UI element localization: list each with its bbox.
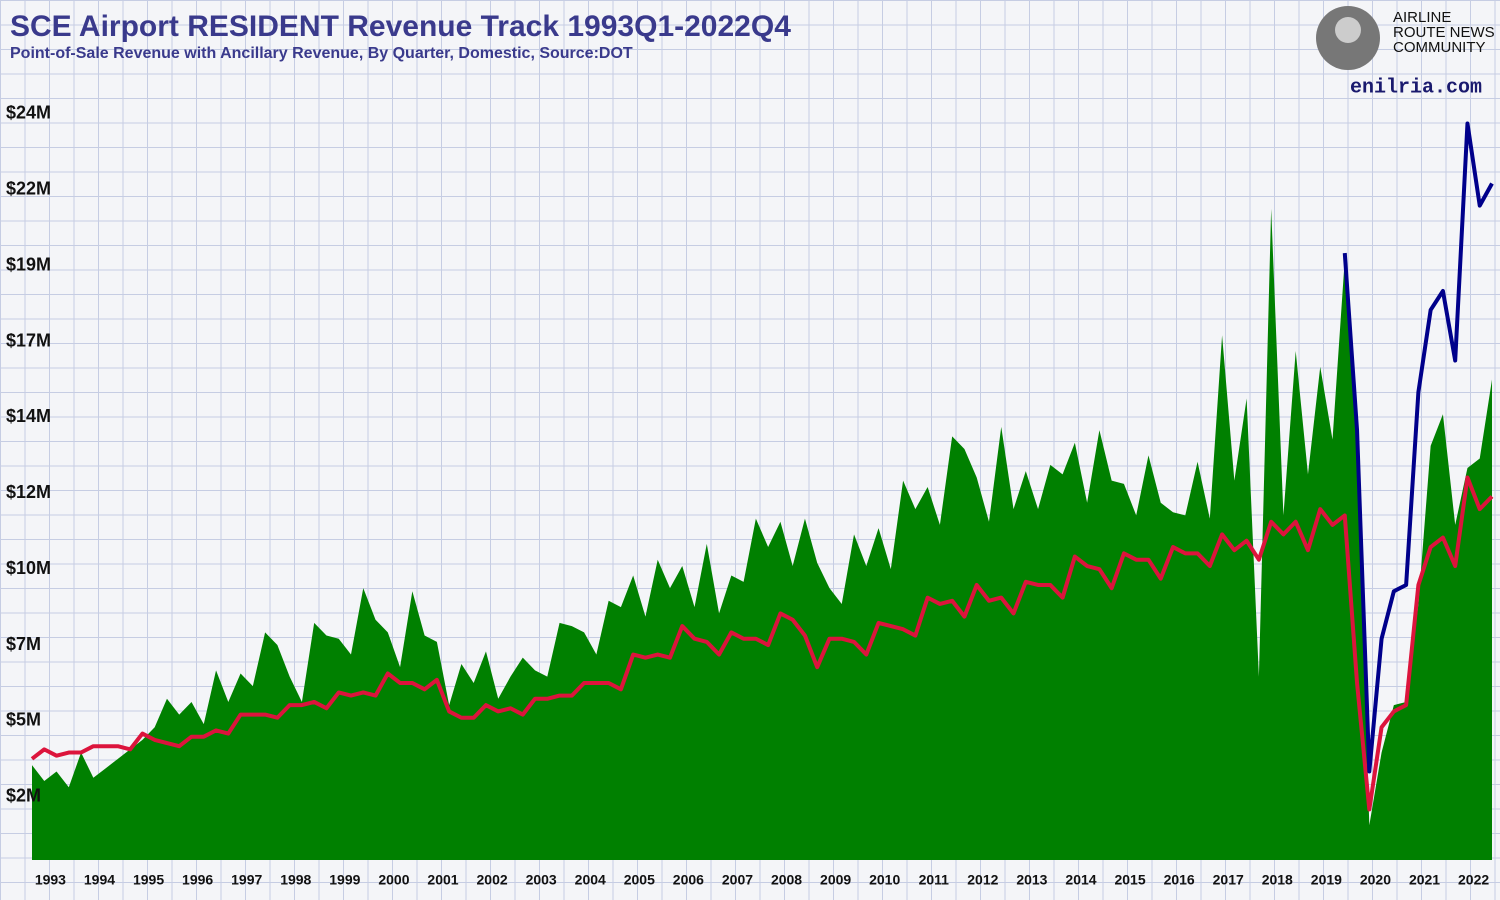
logo-text: ROUTE NEWS [1393, 24, 1495, 41]
x-tick-label: 1996 [182, 872, 213, 888]
logo-face [1335, 17, 1361, 43]
y-tick-label: $7M [6, 634, 41, 654]
x-tick-label: 2000 [378, 872, 409, 888]
y-tick-label: $2M [6, 786, 41, 806]
line [30, 475, 1494, 812]
x-tick-label: 2018 [1262, 872, 1293, 888]
x-tick-label: 2007 [722, 872, 753, 888]
x-tick-label: 2009 [820, 872, 851, 888]
x-tick-label: 2011 [919, 872, 950, 888]
x-tick-label: 2016 [1164, 872, 1195, 888]
y-tick-label: $5M [6, 710, 41, 730]
y-tick-label: $10M [6, 558, 51, 578]
logo-text: AIRLINE [1393, 9, 1451, 26]
x-tick-label: 2001 [427, 872, 458, 888]
x-tick-label: 2020 [1360, 872, 1391, 888]
x-tick-label: 1998 [280, 872, 311, 888]
y-tick-label: $14M [6, 406, 51, 426]
x-tick-label: 2003 [526, 872, 557, 888]
y-tick-label: $17M [6, 330, 51, 350]
x-tick-label: 1993 [35, 872, 66, 888]
y-tick-label: $19M [6, 254, 51, 274]
x-tick-label: 2015 [1114, 872, 1145, 888]
x-tick-label: 1997 [231, 872, 262, 888]
x-tick-label: 2014 [1065, 872, 1096, 888]
site-link: enilria.com [1350, 76, 1482, 99]
x-tick-label: 1994 [84, 872, 115, 888]
x-tick-label: 2021 [1409, 872, 1440, 888]
x-tick-label: 2002 [477, 872, 508, 888]
logo-text: COMMUNITY [1393, 39, 1486, 56]
x-tick-label: 2022 [1458, 872, 1489, 888]
y-tick-label: $24M [6, 103, 51, 123]
x-tick-label: 2019 [1311, 872, 1342, 888]
chart-title: SCE Airport RESIDENT Revenue Track 1993Q… [10, 10, 791, 43]
x-tick-label: 2017 [1213, 872, 1244, 888]
area [32, 208, 1492, 861]
x-tick-label: 2008 [771, 872, 802, 888]
x-tick-label: 2006 [673, 872, 704, 888]
x-tick-label: 2012 [967, 872, 998, 888]
x-tick-label: 1999 [329, 872, 360, 888]
x-tick-label: 1995 [133, 872, 164, 888]
line [1342, 121, 1494, 774]
x-tick-label: 2013 [1016, 872, 1047, 888]
chart-subtitle: Point-of-Sale Revenue with Ancillary Rev… [10, 45, 633, 62]
y-tick-label: $12M [6, 482, 51, 502]
x-tick-label: 2005 [624, 872, 655, 888]
y-tick-label: $22M [6, 179, 51, 199]
x-tick-label: 2010 [869, 872, 900, 888]
x-tick-label: 2004 [575, 872, 606, 888]
